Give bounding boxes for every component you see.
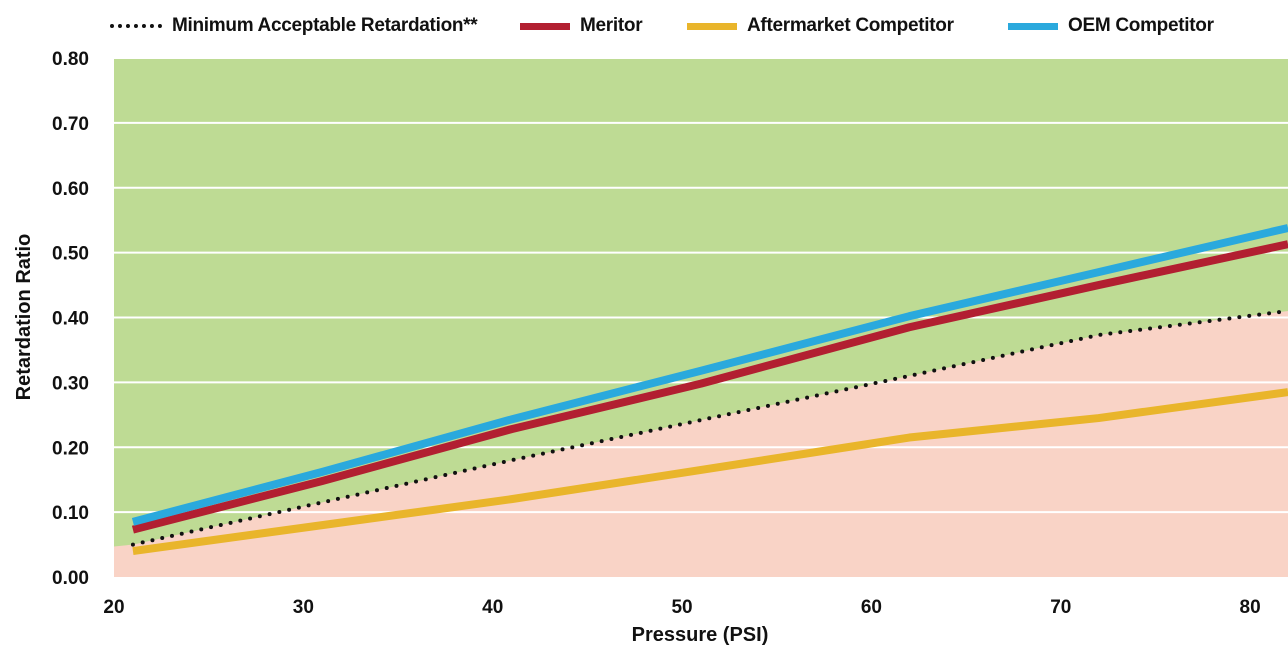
legend-label-minimum: Minimum Acceptable Retardation** bbox=[172, 15, 478, 36]
series-line-3 bbox=[131, 224, 1288, 526]
legend-swatch-aftermarket bbox=[687, 22, 737, 30]
y-tick-label: 0.80 bbox=[52, 49, 89, 70]
y-axis-title: Retardation Ratio bbox=[13, 234, 35, 401]
legend-item-oem: OEM Competitor bbox=[1008, 13, 1214, 39]
x-tick-label: 60 bbox=[861, 597, 882, 618]
x-tick-label: 40 bbox=[482, 597, 503, 618]
chart-legend: Minimum Acceptable Retardation** Meritor… bbox=[0, 0, 1288, 52]
series-line-1 bbox=[131, 240, 1288, 534]
y-tick-label: 0.50 bbox=[52, 244, 89, 265]
legend-swatch-minimum bbox=[110, 24, 162, 28]
legend-item-aftermarket: Aftermarket Competitor bbox=[687, 13, 954, 39]
y-tick-label: 0.10 bbox=[52, 503, 89, 524]
y-tick-label: 0.70 bbox=[52, 114, 89, 135]
x-tick-label: 20 bbox=[103, 597, 124, 618]
x-axis-title: Pressure (PSI) bbox=[632, 624, 769, 646]
y-tick-label: 0.00 bbox=[52, 568, 89, 589]
x-tick-label: 70 bbox=[1050, 597, 1071, 618]
y-tick-label: 0.20 bbox=[52, 438, 89, 459]
y-tick-label: 0.30 bbox=[52, 373, 89, 394]
x-tick-label: 30 bbox=[293, 597, 314, 618]
legend-item-meritor: Meritor bbox=[520, 13, 643, 39]
series-line-0 bbox=[130, 309, 1288, 547]
legend-label-aftermarket: Aftermarket Competitor bbox=[747, 15, 954, 36]
x-axis-ticks: 20 30 40 50 60 70 80 bbox=[103, 597, 1260, 618]
legend-label-meritor: Meritor bbox=[580, 15, 643, 36]
chart-series bbox=[130, 224, 1288, 556]
legend-swatch-oem bbox=[1008, 22, 1058, 30]
legend-label-oem: OEM Competitor bbox=[1068, 15, 1214, 36]
x-tick-label: 50 bbox=[671, 597, 692, 618]
x-tick-label: 80 bbox=[1240, 597, 1261, 618]
chart-gridlines bbox=[114, 57, 1288, 514]
y-tick-label: 0.60 bbox=[52, 179, 89, 200]
legend-swatch-meritor bbox=[520, 22, 570, 30]
series-line-2 bbox=[132, 388, 1288, 556]
y-axis-ticks: 0.00 0.10 0.20 0.30 0.40 0.50 0.60 0.70 0.80 bbox=[52, 49, 89, 589]
y-tick-label: 0.40 bbox=[52, 309, 89, 330]
legend-item-minimum: Minimum Acceptable Retardation** bbox=[110, 13, 478, 39]
